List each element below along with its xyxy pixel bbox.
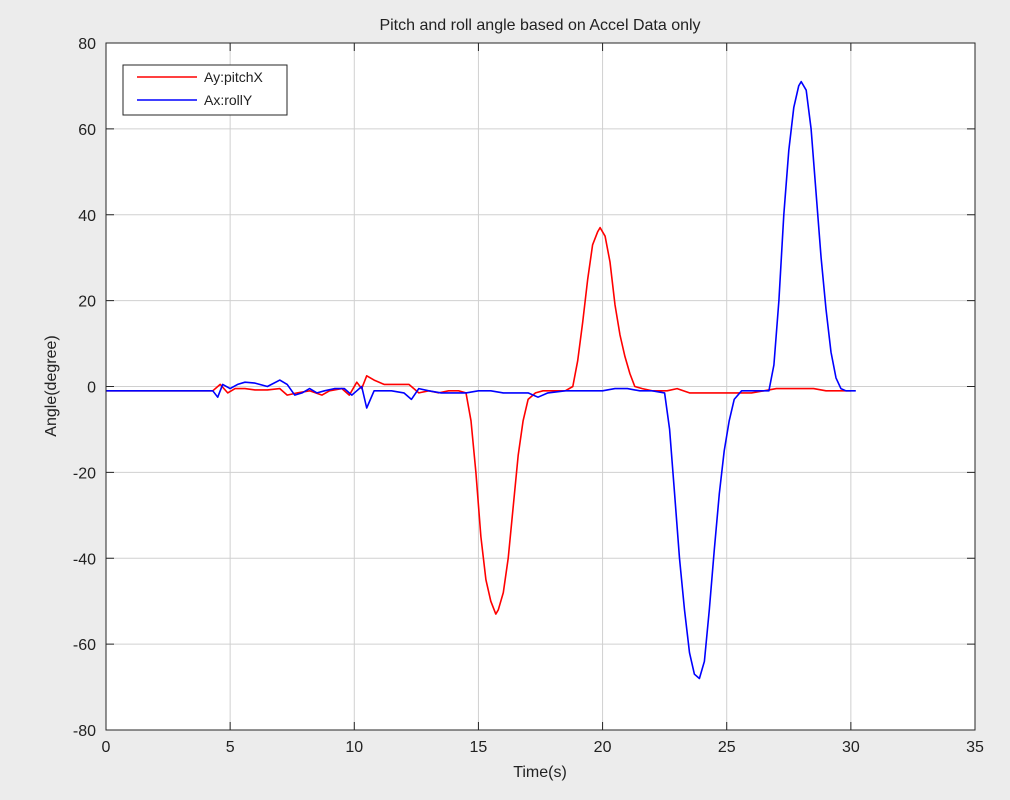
y-tick-label: -40 xyxy=(73,551,96,568)
x-tick-label: 5 xyxy=(226,739,235,756)
y-tick-label: 60 xyxy=(78,122,96,139)
series-line-roll xyxy=(106,80,856,680)
axis-ticks xyxy=(105,42,976,731)
series-line-pitch xyxy=(106,226,851,615)
plot-frame xyxy=(105,42,976,731)
y-axis-label: Angle(degree) xyxy=(43,335,60,436)
tick-labels: 0 5 10 15 20 25 30 35 -80 -60 -40 -20 0 20 40 60 80 xyxy=(73,36,984,756)
legend-label-pitch: Ay:pitchX xyxy=(204,69,264,85)
y-tick-label: 80 xyxy=(78,36,96,53)
chart-title: Pitch and roll angle based on Accel Data… xyxy=(379,17,700,34)
y-tick-label: 40 xyxy=(78,208,96,225)
legend-label-roll: Ax:rollY xyxy=(204,92,253,108)
y-tick-label: 0 xyxy=(87,380,96,397)
series-lines xyxy=(106,80,856,680)
y-tick-label: -20 xyxy=(73,465,96,482)
x-tick-label: 35 xyxy=(966,739,984,756)
x-tick-label: 30 xyxy=(842,739,860,756)
x-tick-label: 25 xyxy=(718,739,736,756)
x-tick-label: 15 xyxy=(470,739,488,756)
y-tick-label: -80 xyxy=(73,723,96,740)
x-tick-label: 0 xyxy=(102,739,111,756)
grid-lines xyxy=(106,43,975,730)
y-tick-label: 20 xyxy=(78,294,96,311)
x-axis-label: Time(s) xyxy=(513,764,567,781)
x-tick-label: 10 xyxy=(345,739,363,756)
y-tick-label: -60 xyxy=(73,637,96,654)
legend: Ay:pitchX Ax:rollY xyxy=(122,64,288,116)
x-tick-label: 20 xyxy=(594,739,612,756)
legend-box xyxy=(122,64,288,116)
